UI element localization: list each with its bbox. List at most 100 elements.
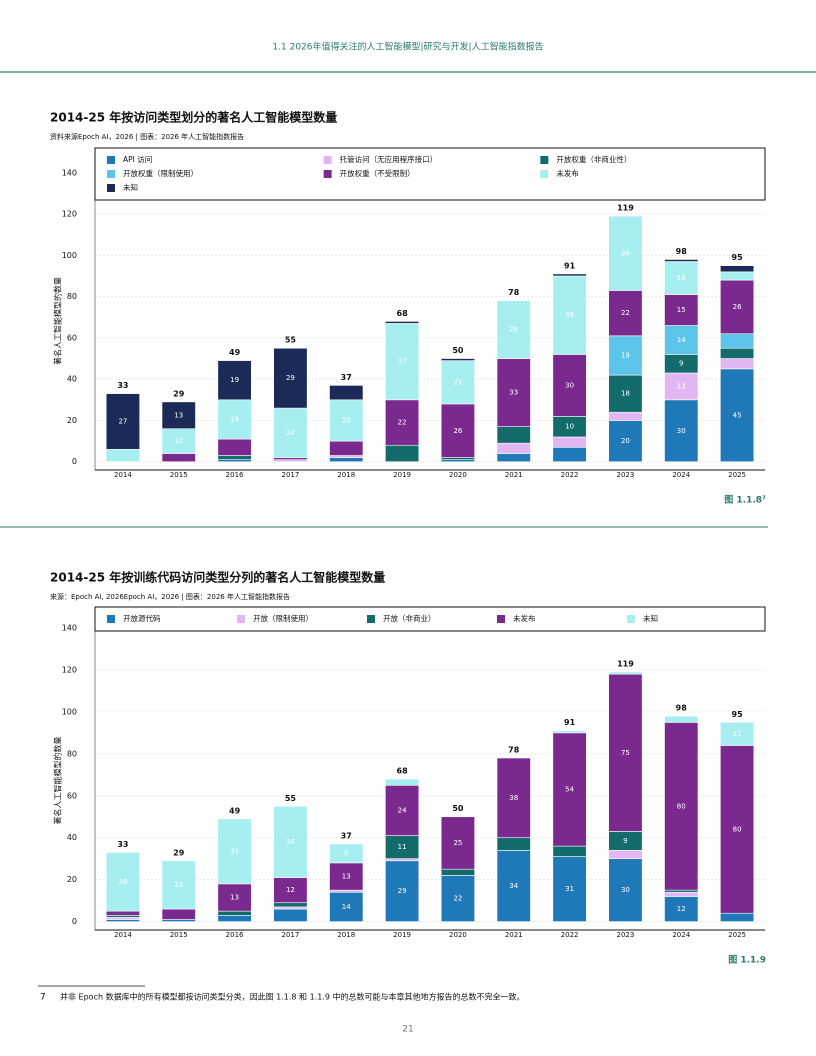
y-tick-label: 0 bbox=[72, 457, 77, 466]
bar-segment bbox=[608, 215, 643, 291]
bar-segment bbox=[161, 860, 196, 910]
bar-segment bbox=[496, 757, 531, 839]
data-label: 19 bbox=[230, 415, 239, 423]
y-tick-label: 80 bbox=[67, 292, 77, 301]
data-label: 54 bbox=[565, 785, 574, 793]
data-label: 24 bbox=[286, 429, 295, 437]
x-tick-label: 2023 bbox=[617, 931, 635, 939]
bar-segment bbox=[720, 333, 755, 349]
legend-label: 未发布 bbox=[556, 168, 579, 178]
data-label: 22 bbox=[453, 895, 462, 903]
total-label: 95 bbox=[732, 253, 744, 262]
bar-segment bbox=[105, 852, 140, 912]
total-label: 119 bbox=[617, 660, 634, 669]
bar-segment bbox=[161, 908, 196, 920]
bar-segment bbox=[720, 347, 755, 359]
legend-label: 托管访问（无应用程序接口） bbox=[340, 154, 438, 164]
data-label: 12 bbox=[677, 905, 686, 913]
bar-segment bbox=[161, 401, 196, 430]
bar-segment bbox=[552, 845, 587, 857]
chart-title: 2014-25 年按访问类型划分的著名人工智能模型数量 bbox=[50, 110, 337, 125]
x-tick-label: 2022 bbox=[561, 471, 579, 479]
bar-segment bbox=[496, 453, 531, 463]
data-label: 10 bbox=[565, 423, 574, 431]
legend-box bbox=[94, 147, 766, 201]
x-tick-label: 2023 bbox=[617, 471, 635, 479]
bar-segment bbox=[329, 385, 364, 401]
bar-segment bbox=[273, 347, 308, 409]
bar-segment bbox=[273, 906, 308, 910]
bar-segment bbox=[273, 877, 308, 904]
bar-segment bbox=[720, 745, 755, 914]
bar-segment bbox=[385, 778, 420, 786]
data-label: 13 bbox=[230, 893, 239, 901]
data-label: 24 bbox=[398, 806, 407, 814]
total-label: 91 bbox=[564, 261, 576, 270]
total-label: 49 bbox=[229, 348, 241, 357]
data-label: 22 bbox=[398, 419, 407, 427]
y-tick-label: 80 bbox=[67, 749, 77, 758]
bar-segment bbox=[329, 457, 364, 463]
data-label: 38 bbox=[565, 311, 574, 319]
bar-segment bbox=[608, 671, 643, 675]
total-label: 91 bbox=[564, 718, 576, 727]
x-tick-label: 2021 bbox=[505, 931, 523, 939]
y-tick-label: 60 bbox=[67, 791, 77, 800]
data-label: 80 bbox=[733, 825, 742, 833]
bar-segment bbox=[273, 805, 308, 878]
data-label: 28 bbox=[118, 878, 127, 886]
bar-segment bbox=[552, 856, 587, 922]
data-label: 9 bbox=[344, 849, 348, 857]
legend-box bbox=[94, 606, 766, 632]
bar-segment bbox=[440, 403, 475, 458]
data-label: 11 bbox=[733, 730, 742, 738]
bar-segment bbox=[496, 442, 531, 454]
bar-segment bbox=[552, 732, 587, 847]
bar-segment bbox=[720, 279, 755, 335]
x-tick-label: 2025 bbox=[728, 931, 746, 939]
legend-label: 开放权重（非商业性） bbox=[556, 154, 631, 164]
chart-title: 2014-25 年按训练代码访问类型分列的著名人工智能模型数量 bbox=[50, 570, 385, 585]
bar-segment bbox=[496, 358, 531, 427]
bar-segment bbox=[720, 368, 755, 463]
footnote-text: 并非 Epoch 数据库中的所有模型都按访问类型分类，因此图 1.1.8 和 1… bbox=[60, 992, 524, 1002]
data-label: 15 bbox=[677, 306, 686, 314]
data-label: 21 bbox=[453, 378, 462, 386]
legend-label: 开放权重（限制使用） bbox=[123, 168, 198, 178]
bar-segment bbox=[217, 915, 252, 922]
x-tick-label: 2014 bbox=[114, 471, 132, 479]
x-tick-label: 2014 bbox=[114, 931, 132, 939]
legend-label: 开放权重（不受限制） bbox=[340, 168, 415, 178]
data-label: 75 bbox=[621, 749, 630, 757]
y-tick-label: 140 bbox=[62, 623, 77, 632]
x-tick-label: 2019 bbox=[393, 931, 411, 939]
data-label: 14 bbox=[677, 336, 686, 344]
y-tick-label: 0 bbox=[72, 917, 77, 926]
footnote-number: 7 bbox=[40, 993, 46, 1003]
chart-subtitle: 资料来源Epoch AI，2026 | 图表：2026 年人工智能指数报告 bbox=[50, 132, 244, 141]
x-tick-label: 2018 bbox=[337, 471, 355, 479]
total-label: 29 bbox=[173, 389, 185, 398]
bar-segment bbox=[664, 325, 699, 355]
bar-segment bbox=[552, 273, 587, 277]
legend-swatch bbox=[107, 170, 115, 178]
bar-segment bbox=[440, 360, 475, 405]
bar-segment bbox=[217, 455, 252, 460]
bar-segment bbox=[552, 436, 587, 448]
bar-segment bbox=[217, 459, 252, 463]
figure-label: 图 1.1.8⁷ bbox=[724, 495, 766, 506]
total-label: 37 bbox=[341, 832, 352, 841]
total-label: 78 bbox=[508, 288, 520, 297]
x-tick-label: 2025 bbox=[728, 471, 746, 479]
bar-segment bbox=[496, 849, 531, 922]
legend-label: 未知 bbox=[123, 182, 138, 192]
y-tick-label: 120 bbox=[62, 210, 77, 219]
data-label: 16 bbox=[677, 274, 686, 282]
header: 1.1 2026年值得关注的人工智能模型|研究与开发|人工智能指数报告 bbox=[272, 41, 543, 53]
bar-segment bbox=[664, 722, 699, 891]
total-label: 55 bbox=[285, 794, 297, 803]
bar-segment bbox=[608, 411, 643, 421]
data-label: 29 bbox=[286, 374, 295, 382]
x-tick-label: 2019 bbox=[393, 471, 411, 479]
bar-segment bbox=[664, 889, 699, 893]
